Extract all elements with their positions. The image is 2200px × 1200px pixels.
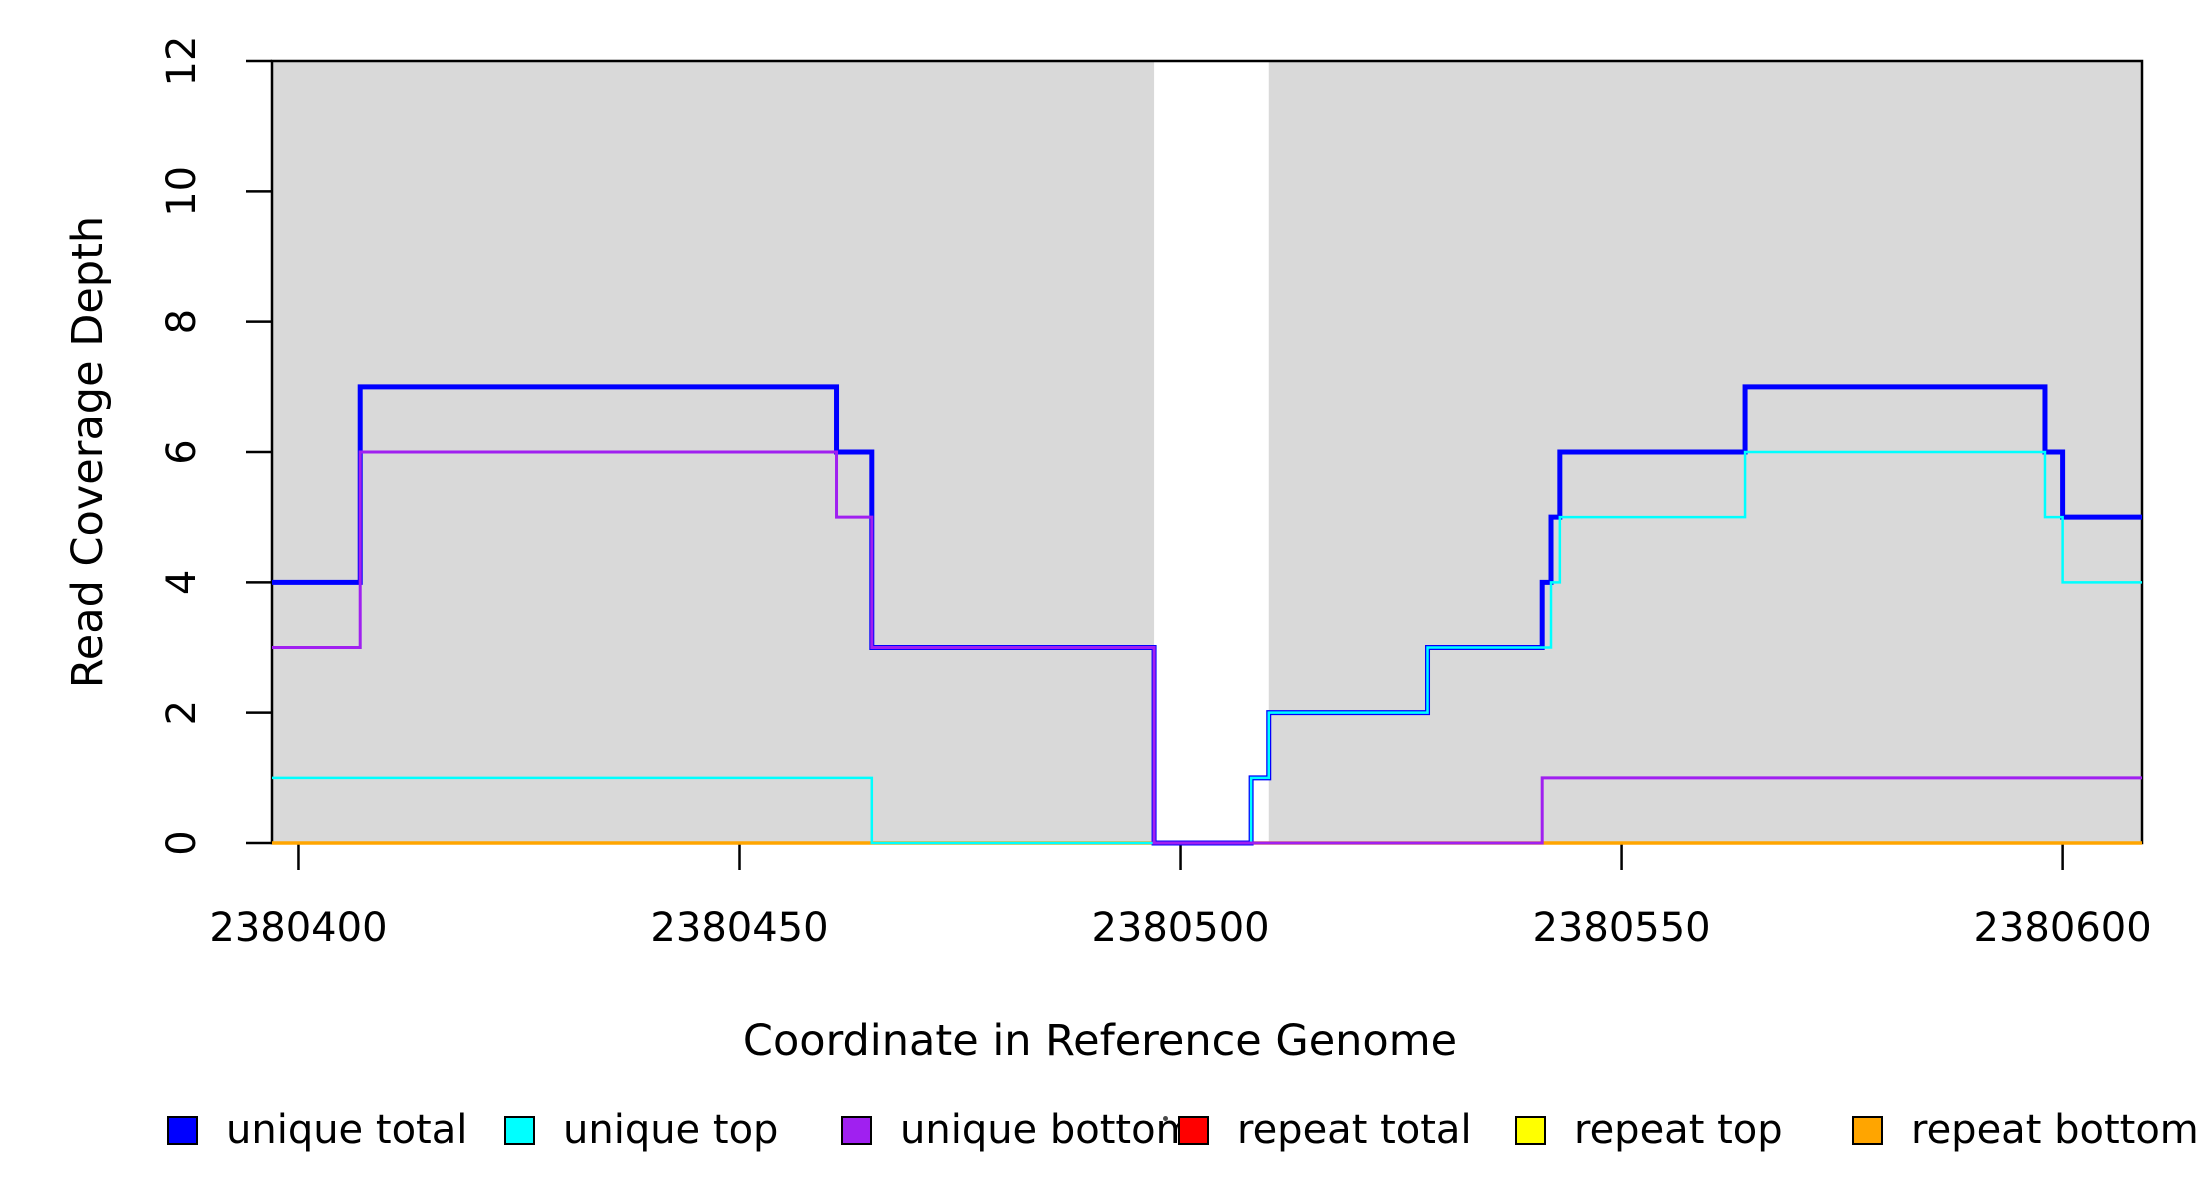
legend-label: repeat top — [1574, 1107, 1783, 1153]
x-tick-label: 2380450 — [650, 905, 828, 951]
y-tick-label: 10 — [159, 166, 205, 217]
series-unique-top — [272, 450, 2142, 845]
legend-label: unique total — [226, 1107, 468, 1153]
legend: unique total unique top unique bottom repea… — [167, 1110, 2199, 1150]
legend-item-unique-bottom: unique bottom — [841, 1110, 1195, 1150]
legend-label: unique top — [563, 1107, 779, 1153]
legend-label: repeat bottom — [1911, 1107, 2199, 1153]
y-tick-label: 6 — [159, 439, 205, 464]
x-tick-label: 2380500 — [1091, 905, 1269, 951]
legend-item-repeat-total: repeat total — [1178, 1110, 1515, 1150]
series-unique-bottom — [272, 450, 2142, 845]
y-tick-label: 0 — [159, 830, 205, 855]
legend-item-repeat-top: repeat top — [1515, 1110, 1852, 1150]
legend-swatch — [504, 1115, 535, 1145]
legend-swatch — [1178, 1115, 1209, 1145]
x-tick-label: 2380550 — [1532, 905, 1710, 951]
stray-dot-artifact — [1163, 1116, 1168, 1121]
y-tick-label: 12 — [159, 36, 205, 87]
y-tick-label: 2 — [159, 700, 205, 725]
y-axis-title: Read Coverage Depth — [63, 215, 113, 689]
x-tick-label: 2380600 — [1974, 905, 2152, 951]
legend-swatch — [1515, 1115, 1546, 1145]
legend-item-unique-total: unique total — [167, 1110, 504, 1150]
y-tick-label: 8 — [159, 309, 205, 334]
y-axis: 0 2 4 6 8 10 12 — [159, 36, 272, 856]
legend-swatch — [167, 1115, 198, 1145]
legend-label: repeat total — [1237, 1107, 1472, 1153]
x-axis: 2380400 2380450 2380500 2380550 2380600 — [209, 843, 2152, 951]
legend-item-repeat-bottom: repeat bottom — [1852, 1110, 2199, 1150]
y-tick-label: 4 — [159, 570, 205, 595]
coverage-step-lines — [272, 384, 2142, 846]
legend-label: unique bottom — [900, 1107, 1195, 1153]
x-tick-label: 2380400 — [209, 905, 387, 951]
x-axis-title: Coordinate in Reference Genome — [742, 1016, 1458, 1066]
legend-swatch — [1852, 1115, 1883, 1145]
legend-item-unique-top: unique top — [504, 1110, 841, 1150]
legend-swatch — [841, 1115, 872, 1145]
